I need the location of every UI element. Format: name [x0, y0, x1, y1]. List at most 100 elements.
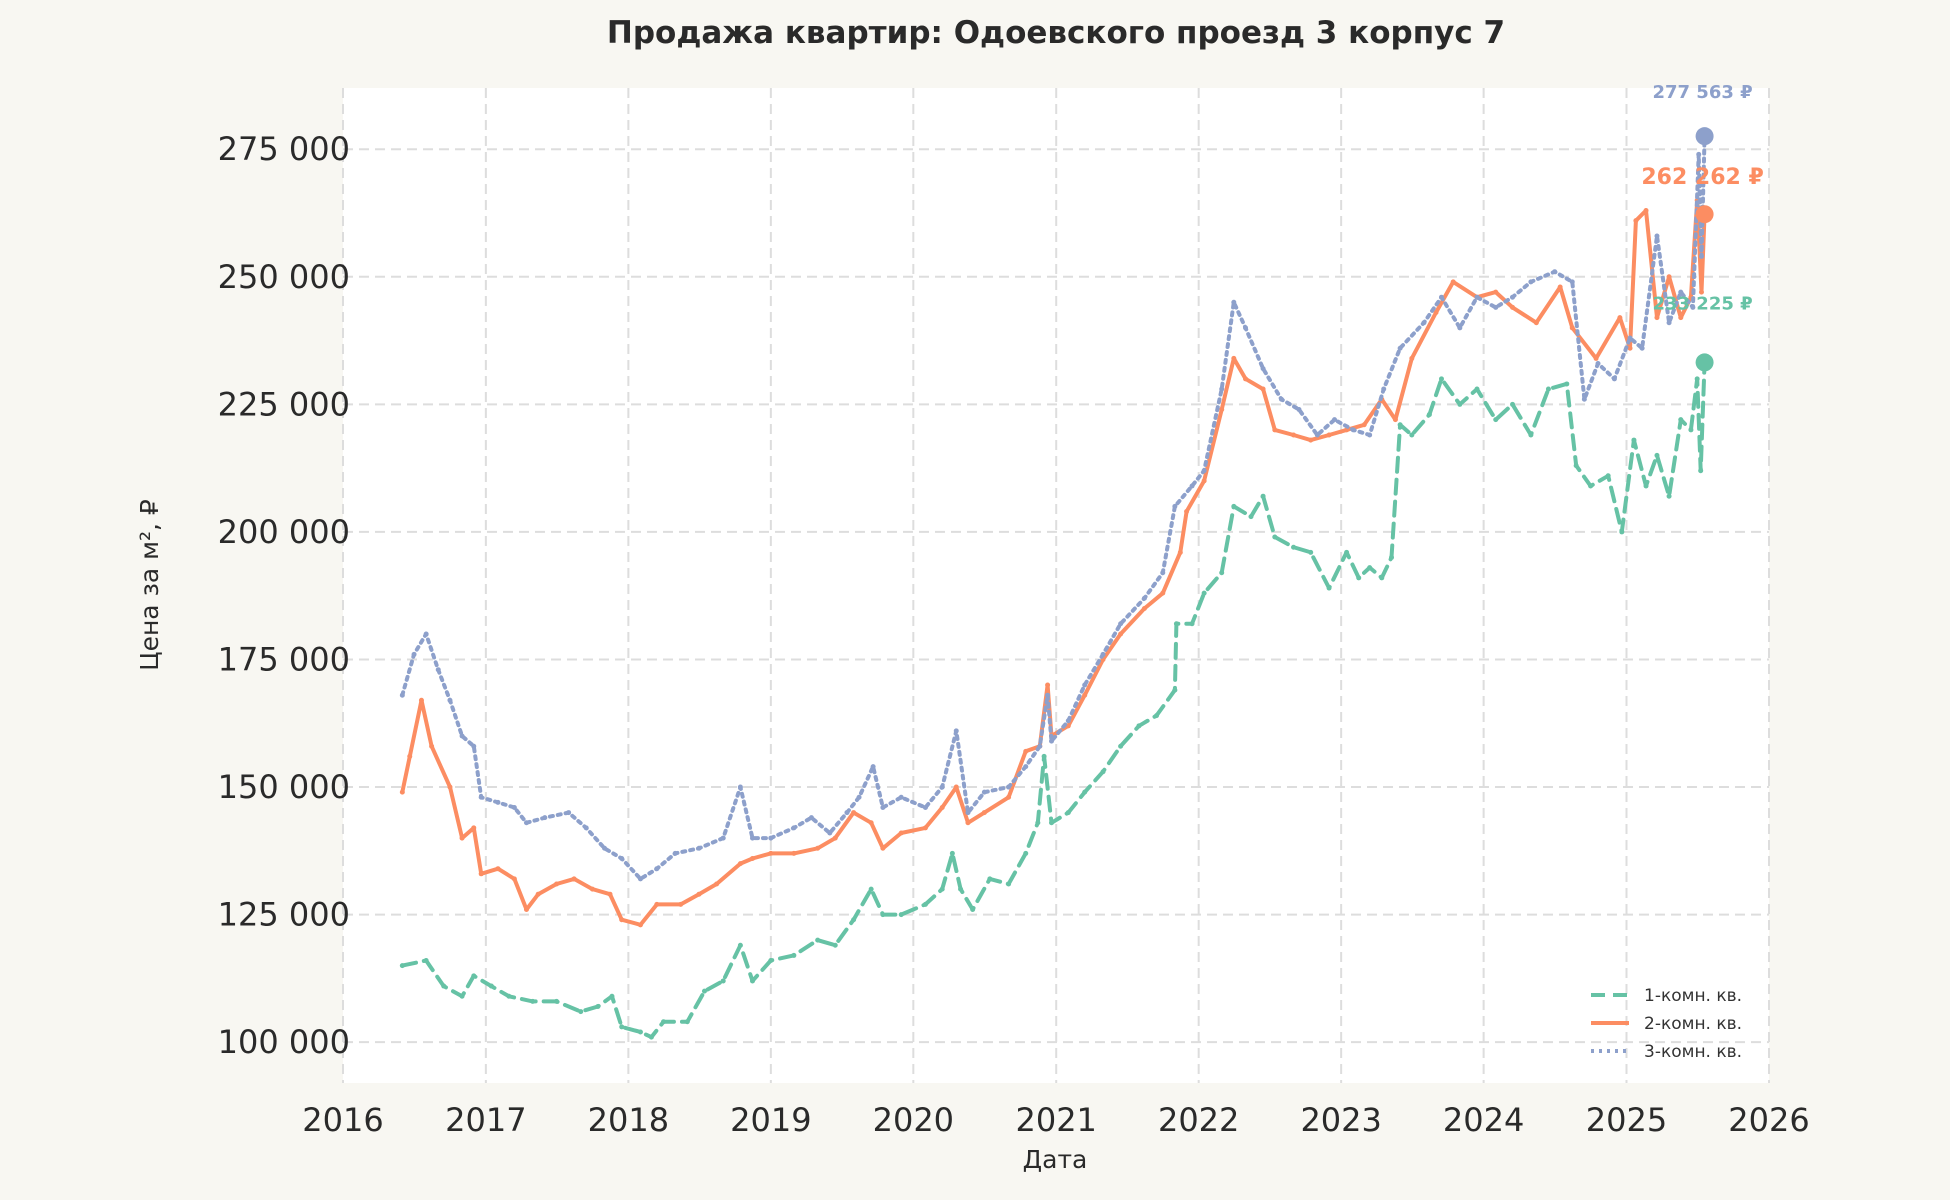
- data-point: [1231, 299, 1237, 305]
- data-point: [1698, 253, 1704, 259]
- series-1: [399, 359, 1708, 1040]
- data-point: [1049, 738, 1055, 744]
- final-value-label: 262 262 ₽: [1641, 165, 1763, 190]
- data-point: [720, 978, 726, 984]
- data-point: [495, 866, 501, 872]
- x-tick-label: 2024: [1443, 1101, 1524, 1139]
- data-point: [1397, 422, 1403, 428]
- data-point: [1397, 345, 1403, 351]
- data-point: [696, 891, 702, 897]
- data-point: [1694, 376, 1700, 382]
- data-point: [441, 983, 447, 989]
- data-point: [1100, 651, 1106, 657]
- data-point: [1006, 784, 1012, 790]
- legend-label: 3-комн. кв.: [1644, 1042, 1742, 1062]
- data-point: [856, 794, 862, 800]
- data-point: [660, 1019, 666, 1025]
- data-point: [1367, 565, 1373, 571]
- data-point: [554, 998, 560, 1004]
- data-point: [898, 830, 904, 836]
- final-point-marker: [1695, 353, 1714, 372]
- data-point: [1006, 881, 1012, 887]
- data-point: [1154, 713, 1160, 719]
- data-point: [1350, 427, 1356, 433]
- data-point: [1595, 361, 1601, 367]
- y-tick-label: 225 000: [218, 385, 350, 423]
- data-point: [1433, 310, 1439, 316]
- data-point: [1100, 769, 1106, 775]
- data-point: [827, 830, 833, 836]
- data-point: [1065, 810, 1071, 816]
- data-point: [654, 901, 660, 907]
- y-tick-label: 150 000: [218, 768, 350, 806]
- data-point: [1573, 463, 1579, 469]
- data-point: [678, 901, 684, 907]
- data-point: [898, 794, 904, 800]
- data-point: [1666, 274, 1672, 280]
- data-point: [1678, 289, 1684, 295]
- series-layer: [399, 133, 1708, 1040]
- final-point-marker: [1695, 205, 1714, 224]
- data-point: [1035, 820, 1041, 826]
- data-point: [1184, 509, 1190, 515]
- data-point: [981, 810, 987, 816]
- data-point: [411, 651, 417, 657]
- data-point: [1409, 355, 1415, 361]
- data-point: [1189, 621, 1195, 627]
- data-point: [399, 692, 405, 698]
- data-point: [696, 845, 702, 851]
- data-point: [1654, 233, 1660, 239]
- data-point: [844, 810, 850, 816]
- chart-title: Продажа квартир: Одоевского проезд 3 кор…: [607, 15, 1505, 51]
- data-point: [1510, 401, 1516, 407]
- data-point: [737, 861, 743, 867]
- data-point: [832, 835, 838, 841]
- data-point: [1611, 376, 1617, 382]
- x-tick-label: 2022: [1158, 1101, 1239, 1139]
- data-point: [459, 835, 465, 841]
- data-point: [1493, 417, 1499, 423]
- data-point: [1260, 366, 1266, 372]
- data-point: [1260, 386, 1266, 392]
- data-point: [870, 764, 876, 770]
- data-point: [1141, 605, 1147, 611]
- data-point: [1141, 595, 1147, 601]
- data-point: [1639, 345, 1645, 351]
- data-point: [1160, 570, 1166, 576]
- data-point: [1260, 493, 1266, 499]
- data-point: [1631, 437, 1637, 443]
- data-point: [1510, 294, 1516, 300]
- data-point: [1118, 621, 1124, 627]
- data-point: [1065, 718, 1071, 724]
- x-tick-label: 2020: [873, 1101, 954, 1139]
- data-point: [1493, 289, 1499, 295]
- data-point: [1045, 682, 1051, 688]
- data-point: [1643, 207, 1649, 213]
- data-point: [1474, 386, 1480, 392]
- data-point: [1272, 534, 1278, 540]
- data-point: [965, 810, 971, 816]
- data-point: [583, 825, 589, 831]
- data-point: [749, 835, 755, 841]
- data-point: [1557, 284, 1563, 290]
- data-point: [898, 912, 904, 918]
- y-tick-label: 200 000: [218, 513, 350, 551]
- data-point: [1627, 335, 1633, 341]
- data-point: [619, 917, 625, 923]
- data-point: [1678, 417, 1684, 423]
- data-point: [1457, 401, 1463, 407]
- data-point: [1696, 151, 1702, 157]
- data-point: [1201, 478, 1207, 484]
- data-point: [701, 988, 707, 994]
- data-point: [1688, 427, 1694, 433]
- y-tick-label: 125 000: [218, 896, 350, 934]
- data-point: [1633, 218, 1639, 224]
- data-point: [1528, 432, 1534, 438]
- data-point: [737, 784, 743, 790]
- data-point: [1160, 590, 1166, 596]
- data-point: [637, 876, 643, 882]
- data-point: [1381, 386, 1387, 392]
- series-line: [400, 134, 1707, 881]
- data-point: [1172, 503, 1178, 509]
- data-point: [832, 942, 838, 948]
